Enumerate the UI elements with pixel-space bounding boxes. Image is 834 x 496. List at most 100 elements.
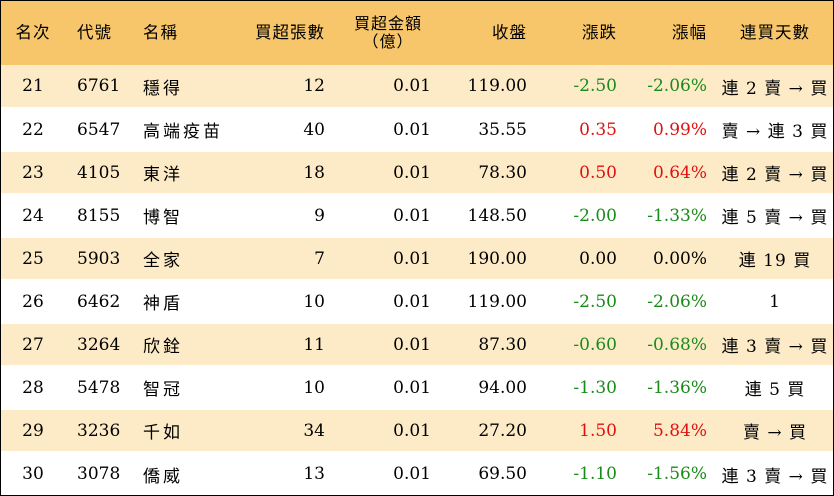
cell-rank: 27 [1, 322, 65, 366]
cell-rank: 29 [1, 408, 65, 452]
cell-shares: 10 [235, 279, 335, 323]
cell-change: -0.60 [537, 322, 627, 366]
cell-change-pct: -1.56% [627, 451, 717, 495]
cell-code: 3264 [65, 322, 131, 366]
cell-shares: 40 [235, 107, 335, 151]
cell-consecutive-days: 連 19 買 [717, 236, 833, 280]
cell-close: 78.30 [441, 150, 537, 194]
cell-rank: 23 [1, 150, 65, 194]
cell-change: 1.50 [537, 408, 627, 452]
cell-code: 8155 [65, 193, 131, 237]
table-row: 23 4105 東洋 18 0.01 78.30 0.50 0.64% 連 2 … [1, 150, 833, 194]
cell-change-pct: 0.99% [627, 107, 717, 151]
header-change: 漲跌 [582, 22, 617, 42]
cell-change: -1.30 [537, 365, 627, 409]
cell-name: 智冠 [131, 365, 235, 409]
cell-consecutive-days: 賣 → 連 3 買 [717, 107, 833, 151]
cell-change-pct: -2.06% [627, 279, 717, 323]
cell-code: 3078 [65, 451, 131, 495]
table-row: 29 3236 千如 34 0.01 27.20 1.50 5.84% 賣 → … [1, 408, 833, 452]
cell-shares: 9 [235, 193, 335, 237]
cell-change: -2.00 [537, 193, 627, 237]
cell-close: 69.50 [441, 451, 537, 495]
header-change-pct: 漲幅 [672, 22, 707, 42]
table-row: 25 5903 全家 7 0.01 190.00 0.00 0.00% 連 19… [1, 236, 833, 280]
cell-rank: 22 [1, 107, 65, 151]
cell-shares: 11 [235, 322, 335, 366]
cell-rank: 28 [1, 365, 65, 409]
cell-close: 94.00 [441, 365, 537, 409]
header-net-buy-amount-unit: （億） [362, 32, 414, 51]
header-code: 代號 [77, 22, 112, 42]
cell-amount: 0.01 [335, 150, 441, 194]
cell-name: 欣銓 [131, 322, 235, 366]
cell-close: 190.00 [441, 236, 537, 280]
cell-consecutive-days: 賣 → 買 [717, 408, 833, 452]
table-row: 26 6462 神盾 10 0.01 119.00 -2.50 -2.06% 1 [1, 279, 833, 323]
cell-change-pct: -0.68% [627, 322, 717, 366]
cell-rank: 30 [1, 451, 65, 495]
header-close: 收盤 [492, 22, 527, 42]
cell-amount: 0.01 [335, 193, 441, 237]
cell-amount: 0.01 [335, 107, 441, 151]
table-row: 21 6761 穩得 12 0.01 119.00 -2.50 -2.06% 連… [1, 65, 833, 108]
cell-consecutive-days: 連 2 賣 → 買 [717, 150, 833, 194]
cell-code: 6547 [65, 107, 131, 151]
cell-code: 6761 [77, 76, 121, 96]
cell-change: 0.50 [537, 150, 627, 194]
cell-rank: 25 [1, 236, 65, 280]
cell-code: 5478 [65, 365, 131, 409]
cell-consecutive-days: 連 3 賣 → 買 [717, 322, 833, 366]
cell-amount: 0.01 [393, 76, 431, 96]
cell-name: 千如 [131, 408, 235, 452]
cell-rank: 24 [1, 193, 65, 237]
cell-rank: 21 [22, 76, 44, 96]
cell-amount: 0.01 [335, 408, 441, 452]
table-row: 24 8155 博智 9 0.01 148.50 -2.00 -1.33% 連 … [1, 193, 833, 237]
table-header-row: 名次 代號 名稱 買超張數 買超金額 （億） 收盤 漲跌 漲幅 連買天數 [1, 1, 833, 65]
cell-code: 5903 [65, 236, 131, 280]
cell-name: 博智 [131, 193, 235, 237]
cell-close: 119.00 [441, 279, 537, 323]
cell-amount: 0.01 [335, 322, 441, 366]
cell-name: 神盾 [131, 279, 235, 323]
cell-change: 0.00 [537, 236, 627, 280]
cell-name: 全家 [131, 236, 235, 280]
cell-code: 6462 [65, 279, 131, 323]
cell-change: -2.50 [537, 279, 627, 323]
cell-change: -1.10 [537, 451, 627, 495]
cell-change-pct: 0.64% [627, 150, 717, 194]
cell-consecutive-days: 連 2 賣 → 買 [721, 78, 829, 99]
header-name: 名稱 [143, 22, 178, 42]
header-net-buy-shares: 買超張數 [255, 22, 325, 42]
cell-shares: 13 [235, 451, 335, 495]
cell-change-pct: -1.33% [627, 193, 717, 237]
table-row: 28 5478 智冠 10 0.01 94.00 -1.30 -1.36% 連 … [1, 365, 833, 409]
table-body: 21 6761 穩得 12 0.01 119.00 -2.50 -2.06% 連… [1, 65, 833, 495]
cell-amount: 0.01 [335, 236, 441, 280]
cell-consecutive-days: 連 5 賣 → 買 [717, 193, 833, 237]
cell-change-pct: -2.06% [647, 76, 707, 96]
cell-name: 東洋 [131, 150, 235, 194]
header-rank: 名次 [15, 22, 51, 42]
cell-shares: 12 [303, 76, 325, 96]
cell-close: 87.30 [441, 322, 537, 366]
cell-close: 35.55 [441, 107, 537, 151]
header-net-buy-amount: 買超金額 （億） [335, 1, 441, 65]
cell-amount: 0.01 [335, 451, 441, 495]
cell-change-pct: 5.84% [627, 408, 717, 452]
table-row: 30 3078 僑威 13 0.01 69.50 -1.10 -1.56% 連 … [1, 451, 833, 495]
cell-shares: 18 [235, 150, 335, 194]
table-row: 27 3264 欣銓 11 0.01 87.30 -0.60 -0.68% 連 … [1, 322, 833, 366]
cell-name: 穩得 [143, 78, 183, 99]
cell-consecutive-days: 連 5 買 [717, 365, 833, 409]
cell-change-pct: -1.36% [627, 365, 717, 409]
cell-name: 高端疫苗 [131, 107, 235, 151]
cell-amount: 0.01 [335, 279, 441, 323]
cell-close: 27.20 [441, 408, 537, 452]
cell-code: 4105 [65, 150, 131, 194]
cell-change: 0.35 [537, 107, 627, 151]
cell-shares: 34 [235, 408, 335, 452]
